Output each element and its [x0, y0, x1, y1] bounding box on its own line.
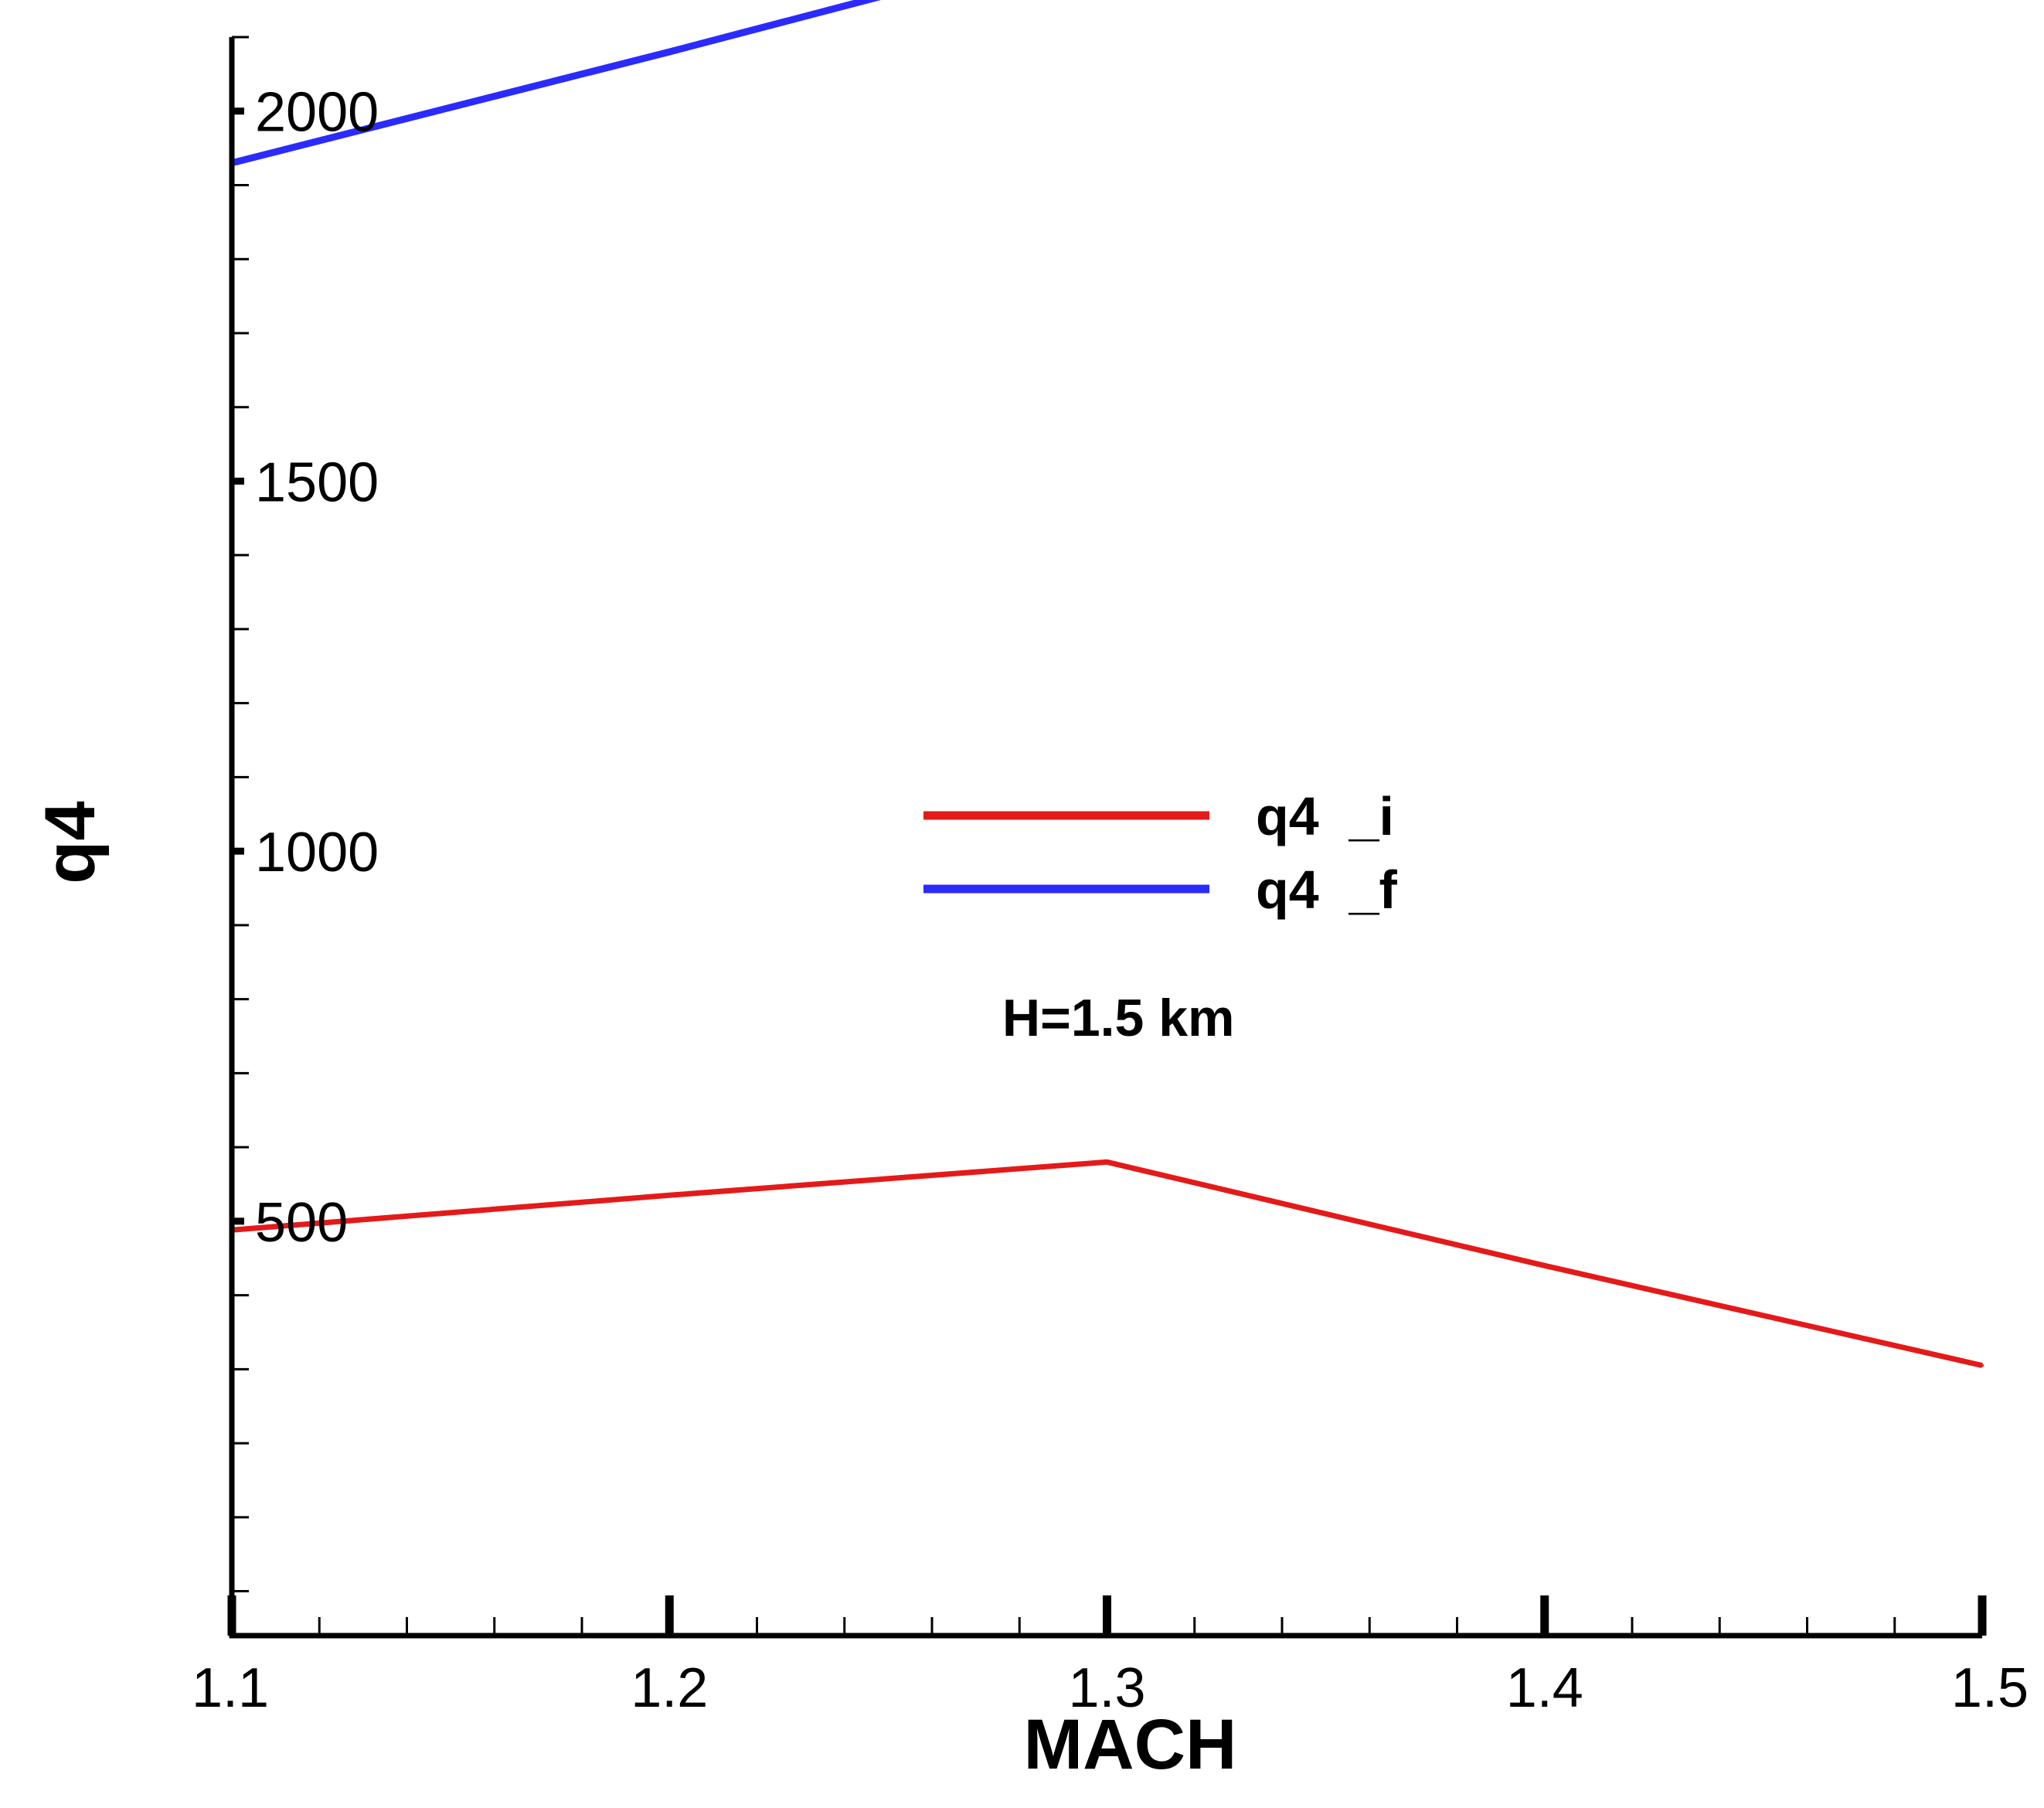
y-axis-label: q4	[31, 801, 110, 884]
y-tick-label-1500: 1500	[255, 451, 379, 513]
x-tick-label-1-5: 1.5	[1951, 1657, 2029, 1719]
y-tick-label-500: 500	[255, 1192, 348, 1254]
series-line-q4-i	[231, 1159, 1983, 1368]
x-tick-label-1-4: 1.4	[1506, 1657, 1583, 1719]
altitude-annotation: H=1.5 km	[1002, 989, 1235, 1047]
legend-label-q4-f: q4 _f	[1256, 860, 1398, 920]
data-point-q4-i	[1981, 1364, 1984, 1367]
series-line-q4-f	[230, 0, 882, 167]
data-point-q4-f	[668, 50, 672, 54]
legend-label-q4-i: q4 _i	[1256, 786, 1394, 846]
x-tick-label-1-1: 1.1	[192, 1657, 269, 1719]
x-tick-label-1-2: 1.2	[631, 1657, 708, 1719]
data-point-q4-i	[1542, 1264, 1546, 1268]
y-tick-label-2000: 2000	[255, 82, 379, 144]
series-layer	[230, 0, 1984, 1368]
axes-layer	[229, 37, 1982, 1639]
x-tick-label-1-3: 1.3	[1068, 1657, 1145, 1719]
legend: q4 _i q4 _f	[923, 786, 1398, 920]
data-point-q4-i	[1105, 1160, 1109, 1164]
y-tick-label-1000: 1000	[255, 822, 379, 884]
data-point-q4-i	[668, 1193, 672, 1197]
ticks-layer: 500 1000 1500 2000 1.1 1.2 1.3 1.4 1.5	[192, 36, 2029, 1719]
x-axis-label: MACH	[1024, 1705, 1237, 1784]
